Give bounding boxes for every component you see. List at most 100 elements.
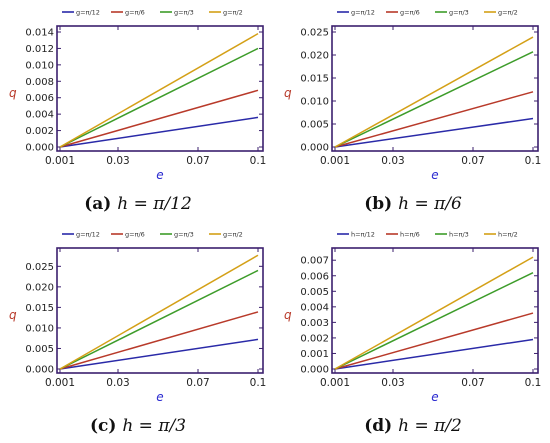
chart-panel-2: g=π/12 g=π/6 g=π/3 g=π/2 0.000 0.005 0.010 0.01… — [284, 9, 541, 215]
panel-caption-label: (c) — [90, 416, 122, 436]
panel-caption: (c) h = π/3 — [90, 416, 186, 436]
series-line — [59, 254, 259, 370]
y-tick-label: 0.015 — [300, 74, 329, 85]
series-line — [59, 338, 259, 370]
series-line — [59, 269, 259, 370]
y-tick-label: 0.010 — [300, 97, 329, 108]
series-line — [59, 311, 259, 370]
x-tick-label: 0.001 — [320, 155, 350, 167]
x-tick-label: 0.1 — [525, 377, 542, 389]
series-line — [59, 32, 259, 148]
x-tick-label: 0.07 — [186, 377, 209, 389]
panel-caption-text: h = π/6 — [398, 194, 462, 214]
series-line — [334, 91, 534, 148]
series-line — [334, 271, 534, 370]
y-tick-label: 0.015 — [25, 303, 54, 314]
x-tick-label: 0.03 — [106, 155, 129, 167]
chart-panel-1: g=π/12 g=π/6 g=π/3 g=π/2 0.000 0.002 0.004 0.00… — [9, 9, 266, 215]
legend-label: g=π/6 — [125, 9, 145, 17]
x-tick-label: 0.03 — [381, 155, 404, 167]
series-line — [334, 51, 534, 148]
series-line — [334, 312, 534, 370]
x-tick-label: 0.001 — [45, 377, 75, 389]
y-axis-label: q — [284, 308, 292, 322]
y-tick-label: 0.006 — [300, 271, 329, 282]
x-tick-label: 0.1 — [250, 377, 267, 389]
panel-caption: (d) h = π/2 — [364, 416, 462, 436]
chart-panel-3: g=π/12 g=π/6 g=π/3 g=π/2 0.000 0.005 0.010 0.01… — [9, 231, 266, 437]
panel-caption-label: (d) — [364, 416, 398, 436]
plot-frame — [56, 247, 264, 374]
panel-caption-label: (b) — [364, 194, 398, 214]
series-line — [334, 256, 534, 370]
x-tick-label: 0.07 — [461, 377, 484, 389]
x-tick-label: 0.07 — [461, 155, 484, 167]
y-tick-label: 0.006 — [25, 93, 54, 104]
y-tick-label: 0.001 — [300, 349, 329, 360]
y-tick-label: 0.000 — [300, 143, 329, 154]
y-axis-label: q — [9, 86, 17, 100]
legend-label: h=π/2 — [498, 231, 518, 239]
x-axis-label: e — [431, 168, 438, 182]
panel-caption-label: (a) — [84, 194, 117, 214]
series-line — [59, 116, 259, 148]
x-tick-label: 0.1 — [250, 155, 267, 167]
panel-caption: (a) h = π/12 — [84, 194, 192, 214]
panel-caption-text: h = π/3 — [122, 416, 186, 436]
y-tick-label: 0.020 — [300, 51, 329, 62]
legend-label: g=π/3 — [174, 231, 194, 239]
legend-label: g=π/3 — [174, 9, 194, 17]
x-tick-label: 0.1 — [525, 155, 542, 167]
series-line — [59, 89, 259, 148]
x-axis-label: e — [156, 390, 163, 404]
x-tick-label: 0.07 — [186, 155, 209, 167]
legend-label: g=π/12 — [76, 9, 100, 17]
x-tick-label: 0.001 — [320, 377, 350, 389]
x-axis-label: e — [156, 168, 163, 182]
y-tick-label: 0.020 — [25, 282, 54, 293]
y-tick-label: 0.007 — [300, 256, 329, 267]
y-tick-label: 0.002 — [25, 126, 54, 137]
y-tick-label: 0.005 — [300, 120, 329, 131]
y-tick-label: 0.000 — [25, 365, 54, 376]
legend-label: g=π/12 — [76, 231, 100, 239]
y-tick-label: 0.025 — [25, 262, 54, 273]
y-tick-label: 0.000 — [25, 143, 54, 154]
series-line — [59, 47, 259, 148]
legend-label: h=π/6 — [400, 231, 420, 239]
chart-panel-4: h=π/12 h=π/6 h=π/3 h=π/20.0000.0010.0020.00… — [284, 231, 541, 437]
panel-caption: (b) h = π/6 — [364, 194, 462, 214]
panel-caption-text: h = π/12 — [117, 194, 192, 214]
legend-label: g=π/12 — [351, 9, 375, 17]
x-tick-label: 0.001 — [45, 155, 75, 167]
y-axis-label: q — [284, 86, 292, 100]
x-tick-label: 0.03 — [381, 377, 404, 389]
legend-label: g=π/3 — [449, 9, 469, 17]
legend-label: g=π/6 — [400, 9, 420, 17]
y-tick-label: 0.005 — [25, 344, 54, 355]
panel-caption-text: h = π/2 — [398, 416, 462, 436]
legend-label: g=π/2 — [223, 231, 243, 239]
legend-label: h=π/12 — [351, 231, 375, 239]
y-tick-label: 0.008 — [25, 77, 54, 88]
legend-label: g=π/2 — [498, 9, 518, 17]
y-axis-label: q — [9, 308, 17, 322]
legend-label: g=π/6 — [125, 231, 145, 239]
plot-frame — [331, 247, 539, 374]
y-tick-label: 0.003 — [300, 318, 329, 329]
y-tick-label: 0.025 — [300, 28, 329, 39]
series-line — [334, 36, 534, 148]
y-tick-label: 0.005 — [300, 287, 329, 298]
legend-label: g=π/2 — [223, 9, 243, 17]
legend-label: h=π/3 — [449, 231, 469, 239]
x-tick-label: 0.03 — [106, 377, 129, 389]
plot-frame — [56, 25, 264, 152]
y-tick-label: 0.002 — [300, 333, 329, 344]
series-line — [334, 338, 534, 370]
y-tick-label: 0.000 — [300, 365, 329, 376]
y-tick-label: 0.014 — [25, 28, 54, 39]
series-line — [334, 117, 534, 148]
plot-frame — [331, 25, 539, 152]
x-axis-label: e — [431, 390, 438, 404]
